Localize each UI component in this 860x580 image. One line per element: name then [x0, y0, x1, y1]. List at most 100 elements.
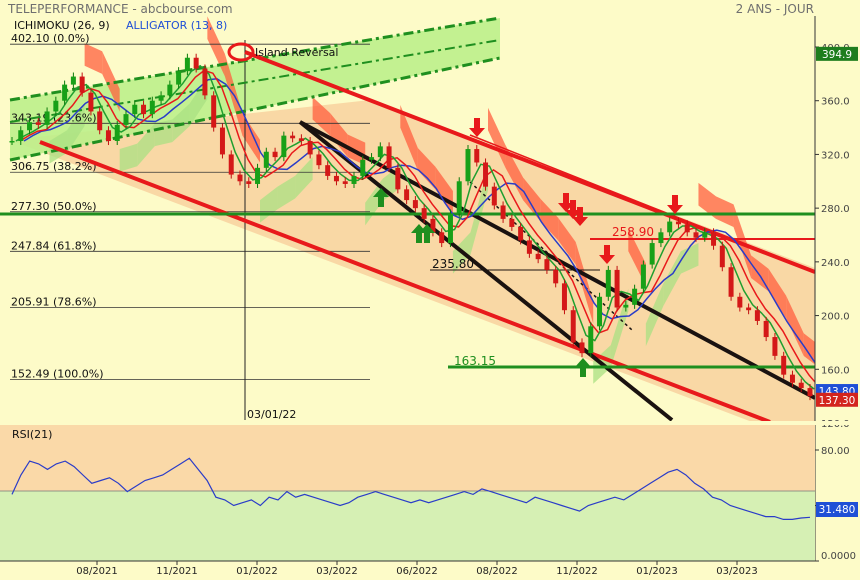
candle-body: [693, 232, 699, 238]
ichimoku-cloud-segment: [312, 96, 331, 136]
red-down-arrow: [599, 245, 615, 264]
candle-body: [535, 253, 541, 260]
red-down-arrows: [469, 118, 683, 264]
ichimoku-cloud-segment: [733, 204, 752, 278]
green-up-arrow: [373, 188, 389, 207]
candle-body: [781, 355, 787, 375]
fib-label: 152.49 (100.0%): [11, 367, 104, 380]
candle-body: [44, 111, 50, 125]
candle-body: [605, 269, 611, 297]
rsi-tick-label: 80.00: [821, 446, 850, 457]
candle-body: [105, 130, 111, 141]
rsi-overbought-zone: [0, 425, 815, 491]
candle-body: [395, 167, 401, 190]
x-tick-label: 03/2023: [716, 566, 758, 577]
candle-body: [18, 130, 24, 141]
red-down-arrow: [469, 118, 485, 137]
descending-trendline-thin: [469, 134, 815, 273]
price-candles: [9, 53, 813, 401]
ichimoku-cloud-segment: [470, 167, 488, 255]
alligator-jaw-line: [23, 78, 815, 364]
island-reversal-circle: [227, 42, 255, 62]
candle-body: [298, 138, 304, 141]
candle-body: [597, 296, 603, 327]
candle-body: [474, 149, 480, 163]
chart-period: 2 ANS - JOUR: [735, 2, 814, 16]
candle-body: [9, 141, 15, 143]
ichimoku-cloud-segment: [84, 43, 103, 74]
candle-body: [719, 245, 725, 268]
dark-channel-median: [469, 181, 633, 331]
candle-body: [184, 57, 190, 72]
candle-body: [404, 189, 410, 201]
chart-title: TELEPERFORMANCE - abcbourse.com: [8, 2, 233, 16]
candle-body: [456, 181, 462, 214]
candle-body: [614, 269, 620, 308]
x-tick-label: 08/2021: [76, 566, 118, 577]
legend-alligator: ALLIGATOR (13, 8): [126, 19, 228, 32]
ichimoku-cloud-segment: [558, 217, 576, 265]
descending-channel-lower: [39, 140, 771, 421]
candle-body: [570, 310, 576, 343]
y-tick-label: 280.0: [821, 204, 850, 215]
ichimoku-cloud-segment: [680, 243, 699, 274]
candle-body: [351, 175, 357, 184]
y-tick-label: 160.0: [821, 365, 850, 376]
candle-body: [219, 127, 225, 155]
candle-body: [211, 95, 217, 128]
level-235-label: 235.80: [432, 257, 474, 271]
red-down-arrow: [667, 195, 683, 214]
candle-body: [588, 326, 594, 354]
price-badge: [816, 46, 858, 61]
x-tick-label: 01/2022: [236, 566, 278, 577]
candle-body: [360, 159, 366, 176]
green-up-arrow: [419, 224, 435, 243]
ichimoku-cloud-segment: [137, 123, 155, 167]
island-reversal-label: Island Reversal: [255, 46, 338, 59]
ichimoku-cloud-segment: [417, 147, 436, 190]
ascending-channel-mid: [9, 39, 501, 123]
candle-body: [255, 167, 261, 184]
candle-body: [623, 304, 629, 308]
candle-body: [675, 221, 681, 225]
ichimoku-cloud-segment: [645, 283, 664, 347]
candle-body: [737, 296, 743, 308]
ichimoku-cloud-segment: [242, 113, 260, 163]
candle-body: [430, 218, 436, 233]
y-tick-label: 240.0: [821, 258, 850, 269]
candle-body: [386, 146, 392, 168]
ichimoku-cloud-segment: [610, 288, 629, 368]
candle-body: [79, 76, 85, 93]
candle-body: [35, 122, 41, 125]
candle-body: [447, 213, 453, 244]
rsi-tick-label: 0.0000: [821, 551, 856, 562]
candle-body: [290, 135, 296, 139]
candle-body: [746, 307, 752, 311]
rsi-badge: [816, 502, 858, 517]
ichimoku-cloud-segment: [575, 241, 594, 324]
candle-body: [553, 269, 559, 284]
level-163-label: 163.15: [454, 354, 496, 368]
price-badge-text: 394.9: [822, 49, 852, 61]
candle-body: [807, 388, 813, 397]
date-marker-label: 03/01/22: [247, 408, 296, 421]
candle-body: [114, 124, 120, 141]
candle-body: [228, 154, 234, 175]
candle-body: [369, 157, 375, 160]
candle-body: [62, 84, 68, 101]
candle-body: [754, 310, 760, 321]
rsi-oversold-zone: [0, 491, 815, 561]
fib-label: 205.91 (78.6%): [11, 296, 97, 309]
ichimoku-cloud-segment: [698, 182, 716, 219]
x-tick-label: 03/2022: [316, 566, 358, 577]
ichimoku-cloud-segment: [663, 251, 681, 306]
x-tick-label: 11/2021: [156, 566, 198, 577]
candle-body: [377, 146, 383, 158]
candle-body: [684, 224, 690, 233]
y-tick-label: 200.0: [821, 312, 850, 323]
x-tick-label: 01/2023: [636, 566, 678, 577]
candle-body: [658, 232, 664, 244]
candle-body: [500, 205, 506, 219]
candle-body: [272, 151, 278, 158]
